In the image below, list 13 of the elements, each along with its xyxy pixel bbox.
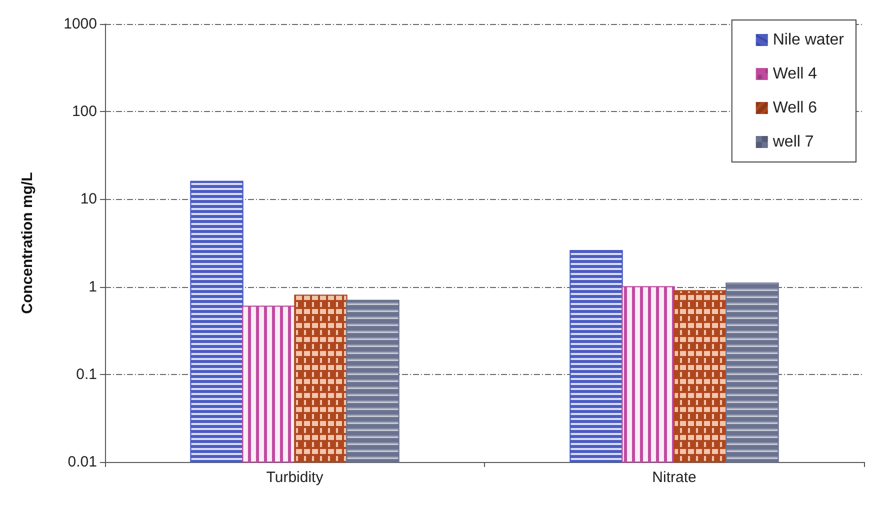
y-axis-title: Concentration mg/L bbox=[19, 172, 36, 314]
legend-label: Well 6 bbox=[772, 100, 818, 116]
y-tick-label: 100 bbox=[72, 103, 97, 120]
legend-label: Well 4 bbox=[772, 66, 818, 82]
legend-label: Nile water bbox=[772, 32, 845, 48]
y-tick-label: 1 bbox=[88, 278, 97, 296]
legend-label: well 7 bbox=[772, 134, 814, 150]
x-tick-label: Turbidity bbox=[266, 469, 324, 486]
y-tick-label: 10 bbox=[80, 190, 97, 208]
y-tick-label: 1000 bbox=[64, 16, 97, 32]
y-tick-label: 0.1 bbox=[76, 366, 97, 383]
x-tick-label: Nitrate bbox=[652, 469, 696, 486]
y-tick-label: 0.01 bbox=[68, 454, 97, 470]
